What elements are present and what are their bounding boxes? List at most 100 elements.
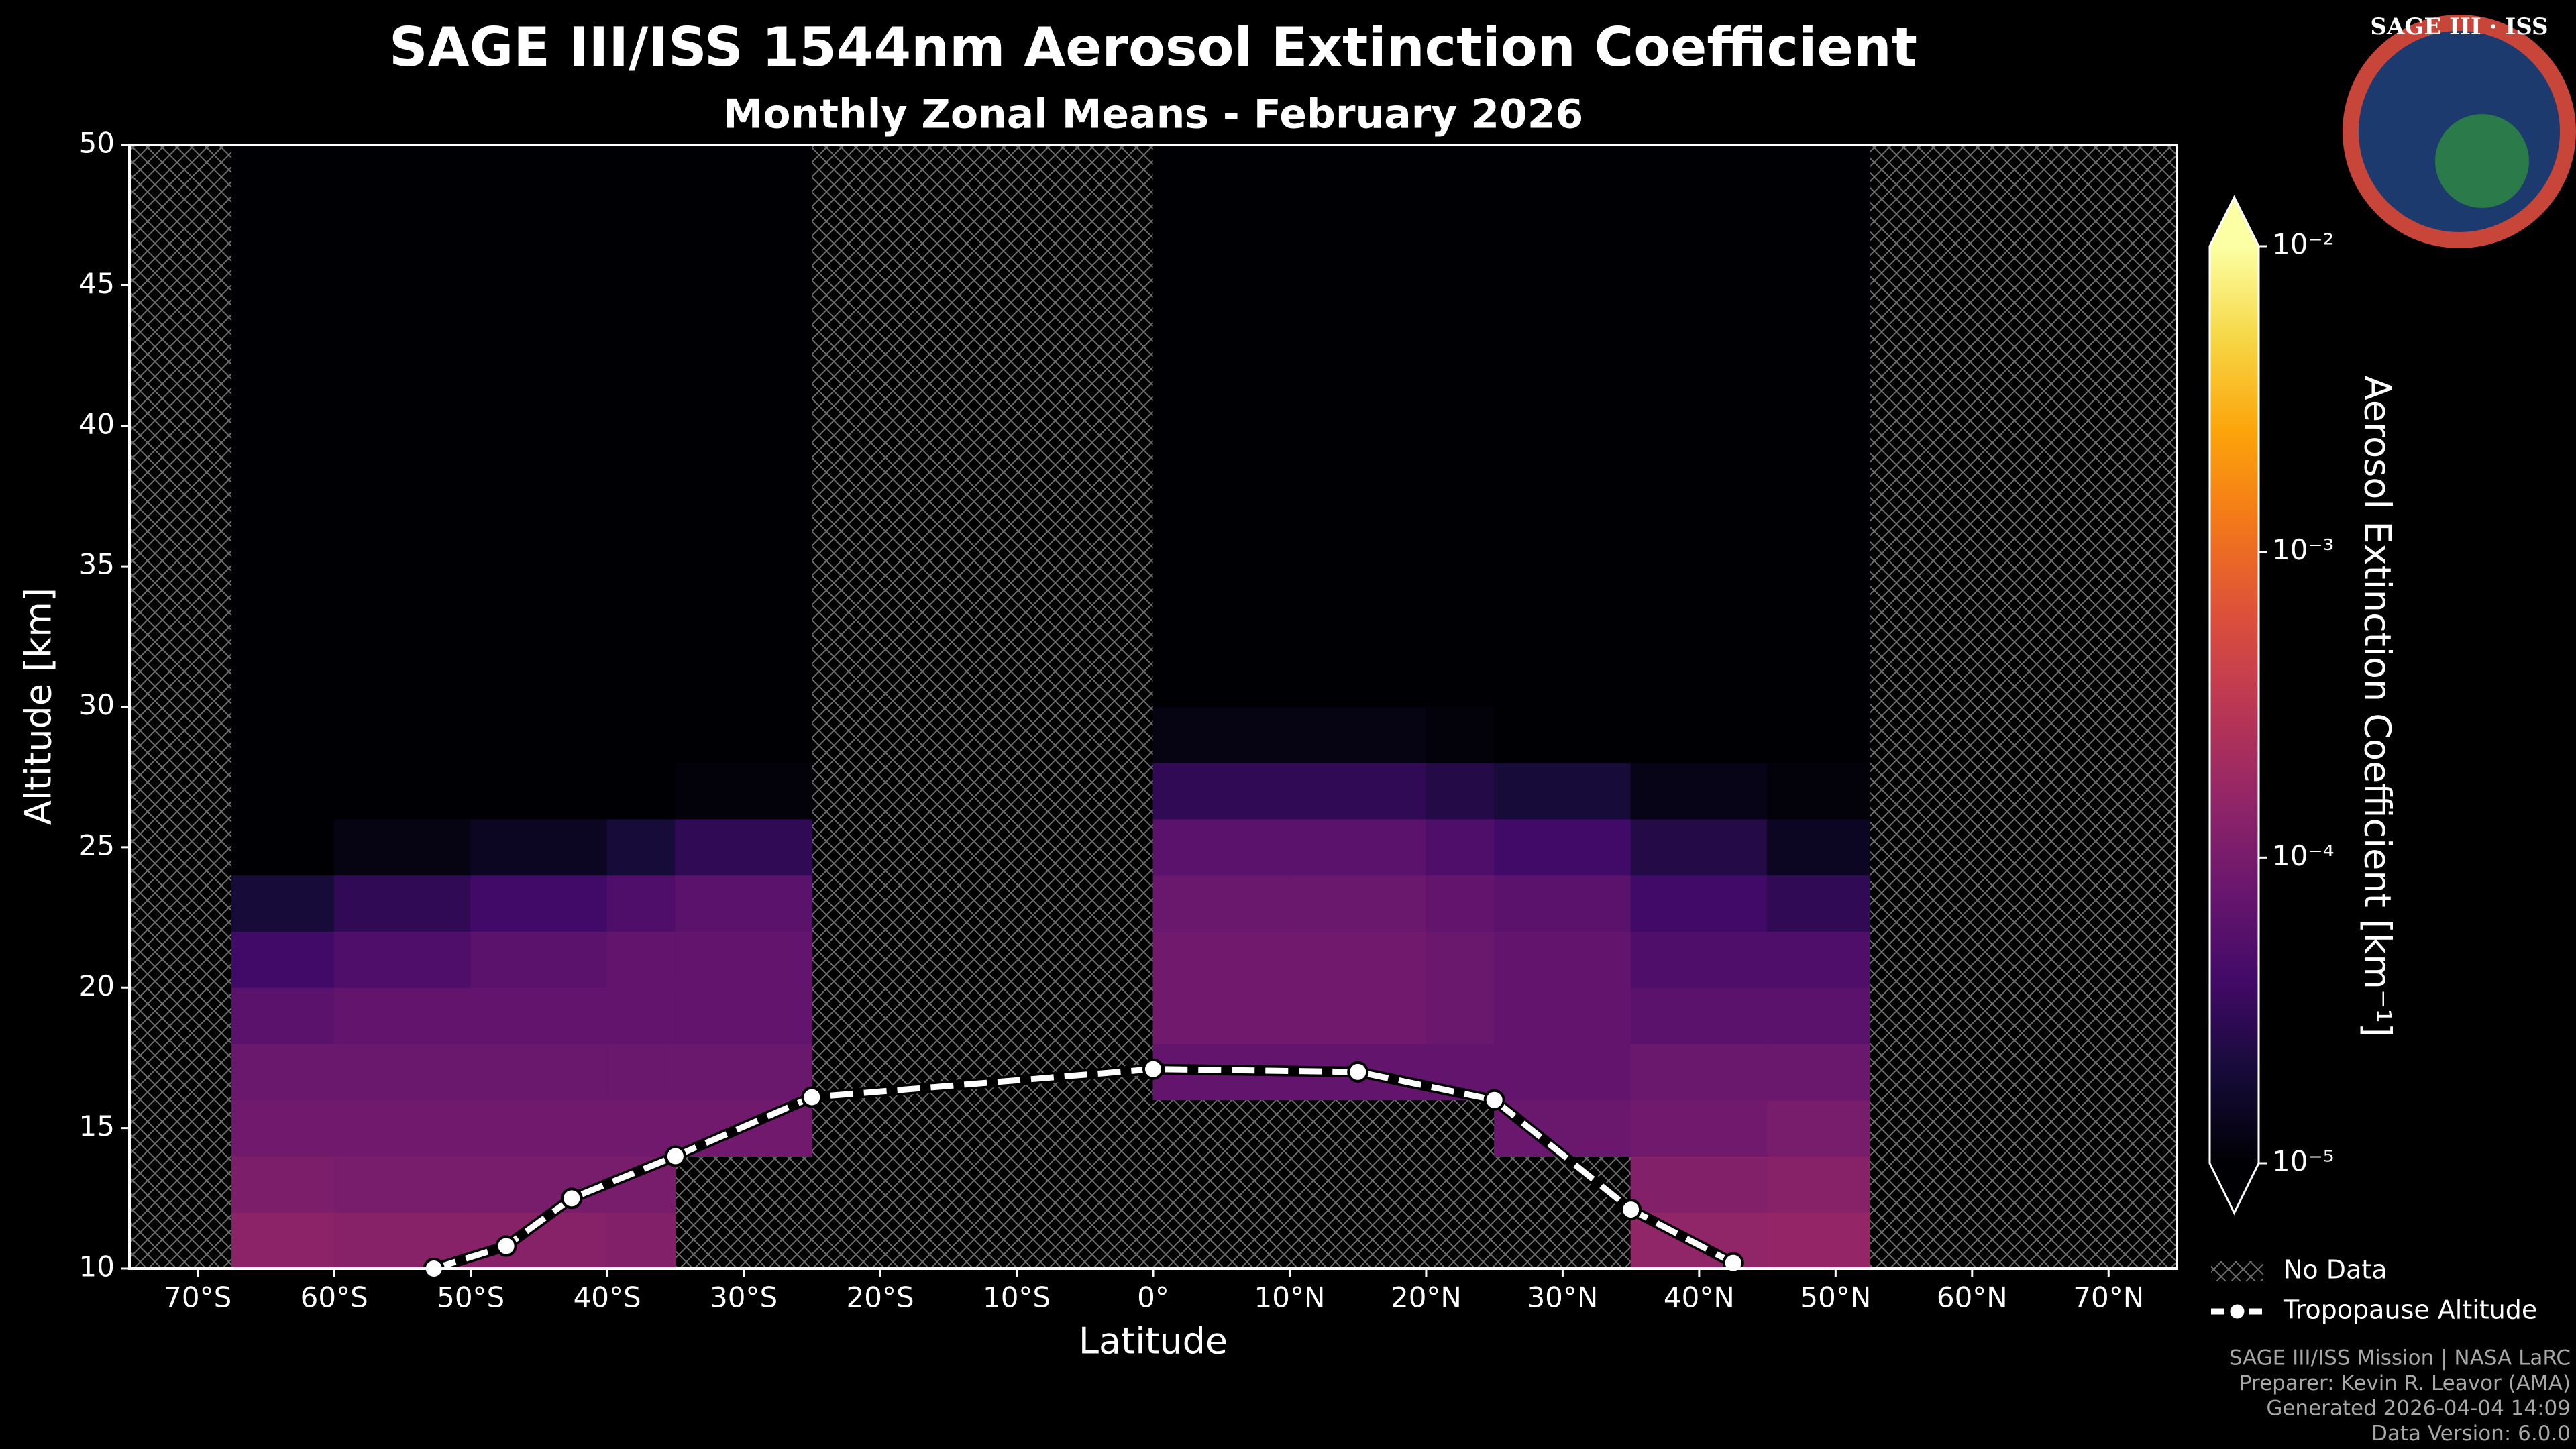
y-tick-label: 25 <box>79 828 115 861</box>
colorbar-over <box>2210 197 2259 246</box>
credit-line: Generated 2026-04-04 14:09 <box>2266 1397 2571 1421</box>
heatmap-cell <box>1426 987 1495 1044</box>
heatmap-cell <box>1767 1212 1870 1269</box>
x-tick-label: 10°S <box>983 1281 1051 1314</box>
heatmap-cell <box>606 875 676 932</box>
heatmap-cell <box>1630 1156 1768 1213</box>
heatmap-cell <box>333 1099 472 1157</box>
heatmap-cell <box>470 1156 608 1213</box>
heatmap-cell <box>231 818 335 876</box>
heatmap-cell <box>1767 987 1870 1044</box>
heatmap-cell <box>1630 818 1768 876</box>
heatmap-cell <box>1289 875 1427 932</box>
heatmap-cell <box>1630 875 1768 932</box>
heatmap-cell <box>1289 144 1427 707</box>
heatmap-cell <box>675 762 812 820</box>
x-tick-label: 40°N <box>1664 1281 1735 1314</box>
heatmap-cell <box>231 1099 335 1157</box>
heatmap-cell <box>675 818 812 876</box>
heatmap-cell <box>333 144 472 707</box>
heatmap-cell <box>1630 144 1768 707</box>
x-tick-label: 50°N <box>1800 1281 1871 1314</box>
heatmap-cell <box>1152 706 1290 763</box>
x-tick-label: 40°S <box>574 1281 641 1314</box>
heatmap-cell <box>1152 144 1290 707</box>
series-point <box>1620 1199 1642 1221</box>
heatmap-cell <box>1767 875 1870 932</box>
heatmap-cell <box>1152 931 1290 988</box>
heatmap-cell <box>675 144 812 707</box>
colorbar-tick-label: 10⁻⁵ <box>2272 1145 2334 1178</box>
heatmap-cell <box>1630 931 1768 988</box>
x-axis-label: Latitude <box>1079 1320 1228 1362</box>
heatmap-cell <box>1426 931 1495 988</box>
heatmap-cell <box>1494 818 1631 876</box>
x-tick-label: 20°N <box>1391 1281 1462 1314</box>
heatmap-cell <box>606 1043 676 1101</box>
x-tick-label: 0° <box>1137 1281 1169 1314</box>
heatmap-cell <box>1494 762 1631 820</box>
heatmap-cell <box>333 762 472 820</box>
heatmap-cell <box>675 1043 812 1101</box>
series-line <box>433 1066 1735 1272</box>
heatmap-cell <box>606 1099 676 1157</box>
heatmap-cell <box>1426 875 1495 932</box>
heatmap-cell <box>1630 987 1768 1044</box>
heatmap-cell <box>333 818 472 876</box>
heatmap-cell <box>231 1156 335 1213</box>
heatmap-cell <box>470 987 608 1044</box>
logo-earth <box>2435 114 2529 208</box>
heatmap-cell <box>1494 144 1631 707</box>
x-tick-label: 30°S <box>710 1281 777 1314</box>
legend-no-data-swatch <box>2211 1261 2263 1281</box>
heatmap-cell <box>231 706 335 763</box>
series-point <box>664 1145 686 1167</box>
heatmap-cell <box>470 1099 608 1157</box>
heatmap-cell <box>1494 706 1631 763</box>
heatmap-cell <box>1630 1043 1768 1101</box>
colorbar-tick-label: 10⁻⁴ <box>2272 839 2334 872</box>
heatmap-cell <box>606 931 676 988</box>
x-tick-label: 20°S <box>847 1281 914 1314</box>
x-tick-label: 10°N <box>1254 1281 1326 1314</box>
heatmap-cell <box>470 144 608 707</box>
heatmap-cell <box>1630 762 1768 820</box>
x-tick-label: 60°N <box>1937 1281 2008 1314</box>
heatmap-cell <box>1494 875 1631 932</box>
heatmap-cell <box>333 987 472 1044</box>
heatmap-cell <box>1152 818 1290 876</box>
series-point <box>801 1086 823 1108</box>
heatmap-cell <box>333 706 472 763</box>
y-tick-label: 50 <box>79 127 115 160</box>
heatmap-cell <box>1289 818 1427 876</box>
heatmap-cell <box>1767 818 1870 876</box>
y-tick-label: 30 <box>79 688 115 721</box>
heatmap-cell <box>606 144 676 707</box>
series-point <box>1347 1061 1369 1083</box>
heatmap-cell <box>675 875 812 932</box>
x-tick-label: 60°S <box>301 1281 368 1314</box>
heatmap-cell <box>1152 762 1290 820</box>
y-tick-label: 10 <box>79 1250 115 1283</box>
heatmap-cell <box>1289 931 1427 988</box>
heatmap-cell <box>470 931 608 988</box>
colorbar-tick-label: 10⁻² <box>2272 228 2334 261</box>
heatmap-cell <box>333 875 472 932</box>
heatmap-cell <box>1767 144 1870 707</box>
plot-area <box>129 144 2177 1279</box>
heatmap-cell <box>333 1043 472 1101</box>
heatmap-cell <box>470 762 608 820</box>
logo-text: SAGE III · ISS <box>2370 13 2548 40</box>
heatmap-cell <box>1494 987 1631 1044</box>
logo: SAGE III · ISS <box>2343 13 2576 248</box>
legend-label: No Data <box>2284 1255 2387 1285</box>
heatmap-cell <box>470 818 608 876</box>
series-point <box>495 1235 517 1257</box>
heatmap-cell <box>606 706 676 763</box>
x-tick-label: 30°N <box>1527 1281 1598 1314</box>
heatmap-cell <box>1494 1043 1631 1101</box>
heatmap-cell <box>1630 1099 1768 1157</box>
colorbar-under <box>2210 1163 2259 1213</box>
